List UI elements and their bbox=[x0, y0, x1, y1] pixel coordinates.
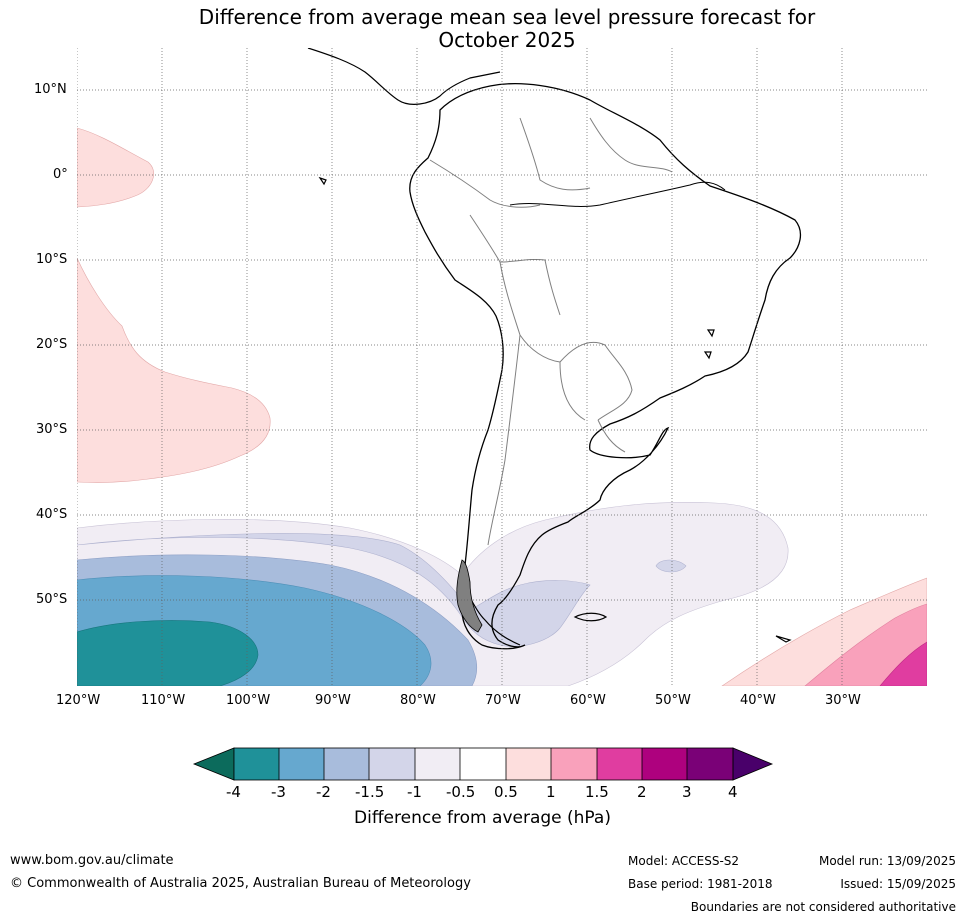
lat-label-30s: 30°S bbox=[36, 422, 68, 437]
lon-label-40w: 40°W bbox=[740, 693, 776, 708]
colorbar-box-5 bbox=[415, 748, 460, 780]
anomaly-positive-equator bbox=[77, 127, 154, 208]
chile-fjords bbox=[456, 559, 483, 633]
colorbar-box-10 bbox=[642, 748, 687, 780]
lon-label-90w: 90°W bbox=[315, 693, 351, 708]
south-america-coastline bbox=[409, 83, 802, 650]
colorbar-tick: 2 bbox=[637, 783, 647, 801]
colorbar-box-8 bbox=[551, 748, 597, 780]
anomaly-band-minus-1-east bbox=[655, 559, 687, 573]
colorbar-tick: -1.5 bbox=[355, 783, 385, 801]
map-title: Difference from average mean sea level p… bbox=[80, 6, 934, 52]
lat-label-10s: 10°S bbox=[36, 252, 68, 267]
lon-label-80w: 80°W bbox=[400, 693, 436, 708]
colorbar bbox=[0, 745, 965, 805]
colorbar-box-3 bbox=[324, 748, 369, 780]
lon-label-50w: 50°W bbox=[655, 693, 691, 708]
lat-label-10n: 10°N bbox=[34, 82, 67, 97]
colorbar-box-11 bbox=[687, 748, 733, 780]
country-borders bbox=[429, 117, 673, 546]
colorbar-box-1 bbox=[234, 748, 279, 780]
colorbar-tick: 4 bbox=[728, 783, 738, 801]
map-area bbox=[77, 48, 927, 686]
colorbar-tick: 1.5 bbox=[585, 783, 609, 801]
lon-label-110w: 110°W bbox=[141, 693, 186, 708]
lat-label-20s: 20°S bbox=[36, 337, 68, 352]
anomaly-positive-subtropical bbox=[77, 257, 271, 483]
colorbar-tick: 0.5 bbox=[494, 783, 518, 801]
title-line-1: Difference from average mean sea level p… bbox=[198, 5, 816, 29]
colorbar-tick: -4 bbox=[226, 783, 241, 801]
lat-label-0: 0° bbox=[53, 167, 68, 182]
colorbar-tick: -1 bbox=[407, 783, 422, 801]
colorbar-svg bbox=[192, 747, 774, 781]
colorbar-title: Difference from average (hPa) bbox=[354, 808, 611, 828]
lon-label-70w: 70°W bbox=[485, 693, 521, 708]
colorbar-tick: 1 bbox=[546, 783, 556, 801]
central-america bbox=[307, 48, 501, 105]
anomaly-positive-atlantic-3 bbox=[879, 641, 927, 686]
colorbar-extend-high bbox=[732, 747, 774, 781]
colorbar-box-6 bbox=[460, 748, 506, 780]
colorbar-box-4 bbox=[369, 748, 415, 780]
colorbar-box-9 bbox=[597, 748, 642, 780]
islands bbox=[318, 176, 792, 646]
colorbar-tick: 3 bbox=[682, 783, 692, 801]
lon-label-100w: 100°W bbox=[226, 693, 271, 708]
lat-label-40s: 40°S bbox=[36, 507, 68, 522]
amazon-river bbox=[509, 181, 726, 207]
footer-model-run: Model run: 13/09/2025 bbox=[818, 854, 956, 868]
footer-model: Model: ACCESS-S2 bbox=[628, 854, 740, 868]
footer-disclaimer: Boundaries are not considered authoritat… bbox=[690, 900, 956, 914]
lon-label-60w: 60°W bbox=[570, 693, 606, 708]
anomaly-band-minus-3 bbox=[77, 620, 259, 686]
colorbar-extend-low bbox=[192, 747, 235, 781]
footer-issued: Issued: 15/09/2025 bbox=[840, 877, 956, 891]
map-svg bbox=[77, 48, 927, 686]
title-line-2: October 2025 bbox=[438, 28, 576, 52]
lon-label-30w: 30°W bbox=[825, 693, 861, 708]
colorbar-tick: -3 bbox=[271, 783, 286, 801]
footer-url[interactable]: www.bom.gov.au/climate bbox=[10, 853, 174, 868]
anomaly-band-minus-1 bbox=[77, 533, 591, 647]
colorbar-box-2 bbox=[279, 748, 324, 780]
lon-label-120w: 120°W bbox=[56, 693, 101, 708]
colorbar-tick: -2 bbox=[316, 783, 331, 801]
footer-copyright: © Commonwealth of Australia 2025, Austra… bbox=[10, 876, 471, 891]
footer-base-period: Base period: 1981-2018 bbox=[628, 877, 773, 891]
graticule bbox=[77, 48, 927, 686]
colorbar-tick: -0.5 bbox=[446, 783, 476, 801]
colorbar-box-7 bbox=[506, 748, 551, 780]
anomaly-positive-atlantic-2 bbox=[804, 603, 927, 686]
lat-label-50s: 50°S bbox=[36, 592, 68, 607]
